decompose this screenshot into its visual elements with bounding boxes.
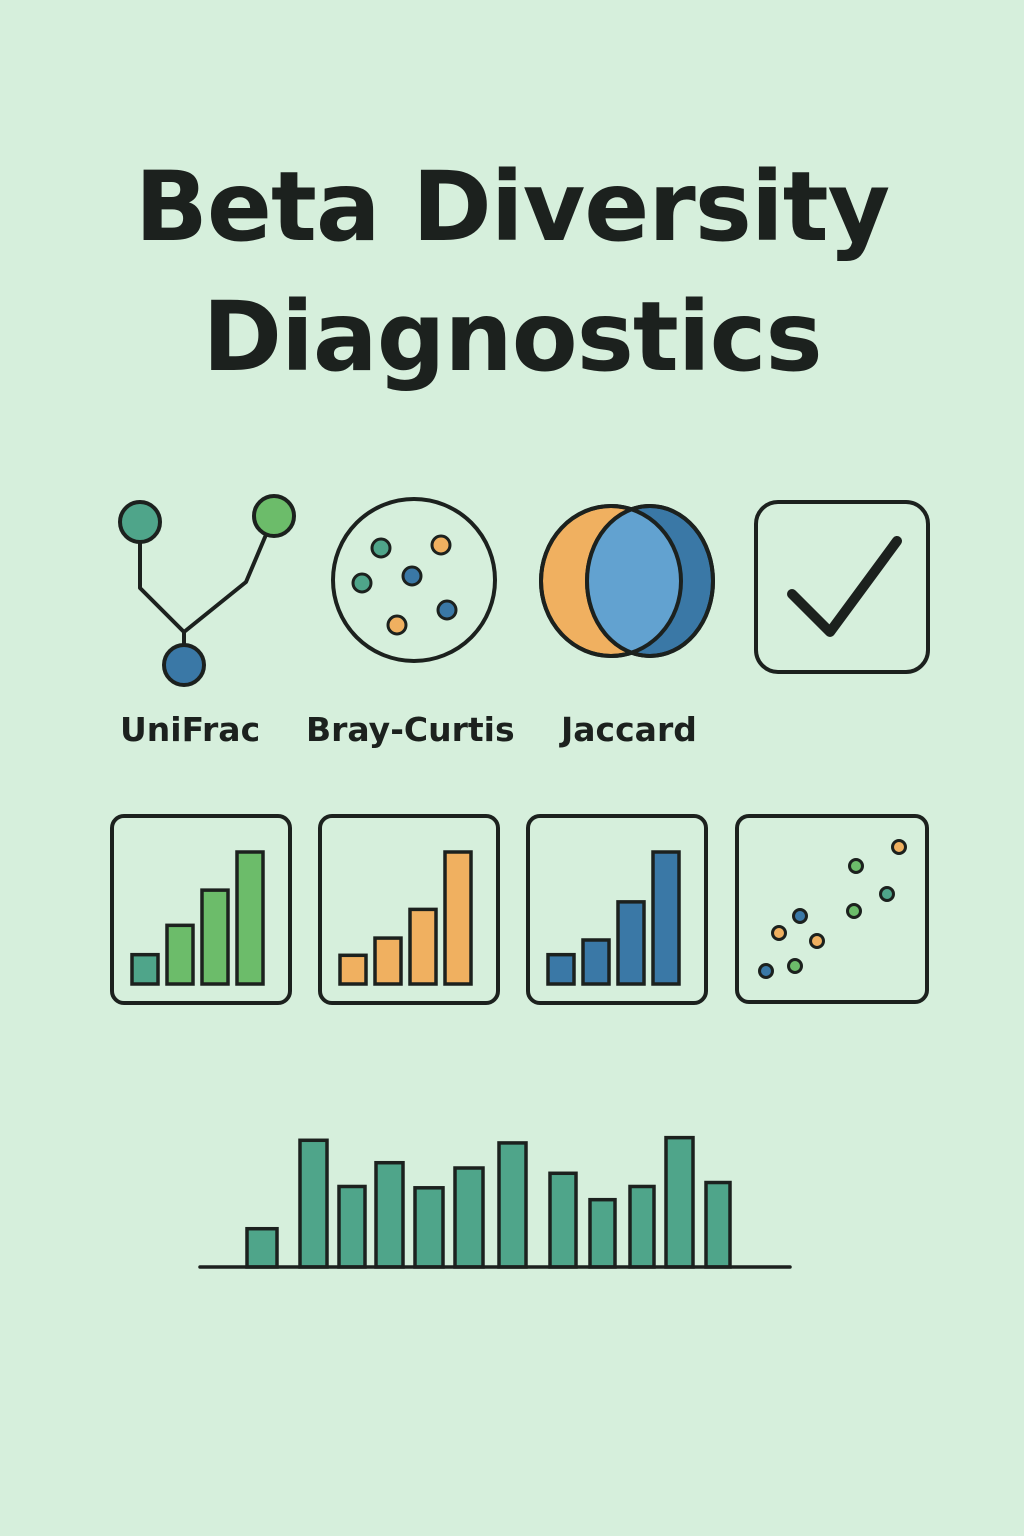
panel-bar xyxy=(616,900,646,986)
panel-bar xyxy=(651,850,681,986)
panel-frame xyxy=(110,814,292,1005)
chart-bar xyxy=(413,1186,445,1269)
venn-overlap-icon xyxy=(539,504,715,658)
panel-bar xyxy=(373,936,403,986)
chart-bar xyxy=(548,1171,578,1269)
panel-bar xyxy=(408,907,438,986)
green-bar-chart-icon xyxy=(110,814,292,1005)
panel-frame xyxy=(318,814,500,1005)
panel-bar xyxy=(130,952,160,986)
panel-bar xyxy=(235,850,265,986)
chart-bar xyxy=(664,1135,695,1269)
scatter-point xyxy=(891,839,907,855)
scatter-point xyxy=(771,925,787,941)
mini-chart-panels xyxy=(110,814,929,1005)
title-line-2: Diagnostics xyxy=(202,281,822,393)
chart-bar xyxy=(453,1166,485,1269)
panel-bar xyxy=(200,888,230,986)
panel-bar xyxy=(546,952,576,986)
scatter-plot-icon xyxy=(735,814,929,1004)
metric-label-jaccard: Jaccard xyxy=(561,710,697,749)
chart-bar xyxy=(497,1141,528,1269)
chart-bar xyxy=(298,1138,329,1269)
scatter-point xyxy=(848,858,864,874)
panel-bar xyxy=(443,850,473,986)
metric-label-unifrac: UniFrac xyxy=(120,710,261,749)
metric-label-bray-curtis: Bray-Curtis xyxy=(306,710,515,749)
blue-bar-chart-icon xyxy=(526,814,708,1005)
scatter-point xyxy=(758,963,774,979)
checkmark-box-icon xyxy=(754,500,930,674)
phylogenetic-tree-icon xyxy=(118,494,296,687)
sample-dots-circle-icon xyxy=(331,497,497,663)
panel-frame xyxy=(735,814,929,1004)
scatter-point xyxy=(792,908,808,924)
scatter-point xyxy=(787,958,803,974)
chart-bar xyxy=(588,1197,617,1269)
chart-bar xyxy=(628,1184,656,1269)
scatter-point xyxy=(846,903,862,919)
chart-bar xyxy=(245,1226,279,1269)
panel-frame xyxy=(526,814,708,1005)
bar-chart xyxy=(198,1135,792,1269)
chart-bar xyxy=(374,1160,405,1269)
chart-bar xyxy=(337,1184,367,1269)
title-line-1: Beta Diversity xyxy=(134,151,891,263)
scatter-point xyxy=(809,933,825,949)
panel-bar xyxy=(338,953,368,986)
scatter-point xyxy=(879,886,895,902)
chart-bar xyxy=(704,1180,732,1269)
panel-bar xyxy=(581,938,611,986)
orange-bar-chart-icon xyxy=(318,814,500,1005)
panel-bar xyxy=(165,923,195,986)
